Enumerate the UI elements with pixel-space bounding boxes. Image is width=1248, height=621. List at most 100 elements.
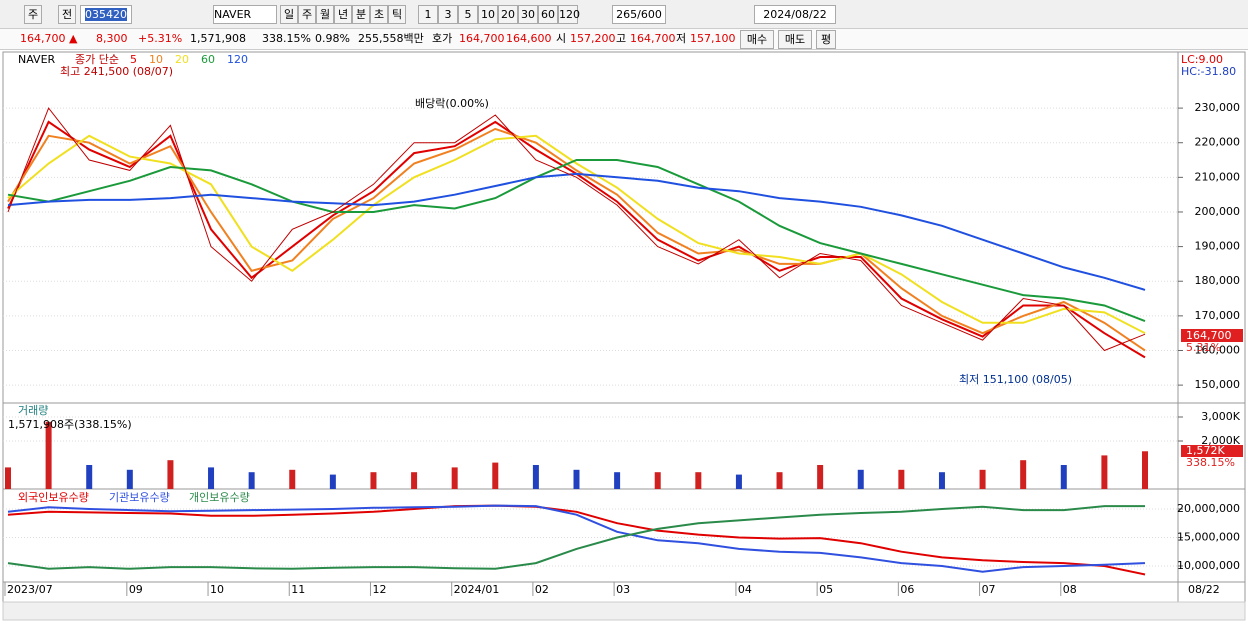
series-line <box>7 127 1146 352</box>
volume-bar <box>126 469 133 489</box>
volume-bar <box>1142 451 1148 489</box>
toolbar-button[interactable]: 틱 <box>388 5 406 24</box>
volume-bar <box>492 462 499 489</box>
eval[interactable]: 평 <box>816 30 836 49</box>
volume-bar <box>451 467 458 489</box>
x-last-label: 08/22 <box>1188 583 1220 596</box>
toolbar-button[interactable]: 5 <box>458 5 478 24</box>
price-tag <box>1181 329 1243 342</box>
bid: 164,600 <box>506 32 552 45</box>
series-line <box>7 107 1146 352</box>
toolbar-button[interactable]: 60 <box>538 5 558 24</box>
date[interactable]: 2024/08/22 <box>754 5 836 24</box>
toolbar-button[interactable]: 초 <box>370 5 388 24</box>
code-input[interactable]: 035420 <box>80 5 132 24</box>
price: 164,700 ▲ <box>20 32 78 45</box>
turnover: 0.98% <box>315 32 350 45</box>
quote-bar: 164,700 ▲ 8,300 +5.31% 1,571,908 338.15%… <box>0 29 1248 50</box>
prev[interactable]: 전 <box>58 5 76 24</box>
x-tick-label: 2023/07 <box>7 583 53 596</box>
volume-bar <box>1020 460 1027 489</box>
y-tick-label: 160,000 <box>1195 343 1241 356</box>
toolbar-button[interactable]: 30 <box>518 5 538 24</box>
x-tick-label: 07 <box>982 583 996 596</box>
low: 157,100 <box>690 32 736 45</box>
hc: HC:-31.80 <box>1181 65 1236 78</box>
x-tick-label: 12 <box>372 583 386 596</box>
name[interactable]: NAVER <box>213 5 277 24</box>
lc: LC:9.00 <box>1181 53 1223 66</box>
volume-bar <box>289 469 296 489</box>
change: 8,300 <box>96 32 128 45</box>
high: 164,700 <box>630 32 676 45</box>
legend-entry: 개인보유수량 <box>189 491 250 504</box>
chart-title: NAVER <box>18 53 56 66</box>
volume-bar <box>329 474 336 489</box>
volume-bar <box>979 469 986 489</box>
count-max: /600 <box>637 8 662 21</box>
low-label: 저 <box>676 32 687 45</box>
volume-bar <box>1060 465 1067 489</box>
y-tick-label: 210,000 <box>1195 170 1241 183</box>
y-tick-label: 190,000 <box>1195 240 1241 253</box>
annotation-low: 최저 151,100 (08/05) <box>959 373 1072 386</box>
volume-bar <box>411 472 418 489</box>
volume-rate: 338.15% <box>262 32 311 45</box>
volume-bar <box>898 469 905 489</box>
buy[interactable]: 매수 <box>740 30 774 49</box>
open: 157,200 <box>570 32 616 45</box>
last-price: 164,700 <box>1186 329 1232 342</box>
toolbar-button[interactable]: 1 <box>418 5 438 24</box>
toolbar-button[interactable]: 20 <box>498 5 518 24</box>
volume-last: 1,572K <box>1186 444 1225 457</box>
x-tick-label: 2024/01 <box>454 583 500 596</box>
scrollbar[interactable] <box>2 601 1246 621</box>
y-tick-label: 230,000 <box>1195 101 1241 114</box>
volume-bar <box>857 469 864 489</box>
y-tick-label: 220,000 <box>1195 136 1241 149</box>
toolbar-button[interactable]: 일 <box>280 5 298 24</box>
volume-bar <box>208 467 215 489</box>
volume-bar <box>45 421 52 489</box>
toolbar-button[interactable]: 분 <box>352 5 370 24</box>
x-tick-label: 09 <box>129 583 143 596</box>
series-line <box>7 120 1146 359</box>
y-tick-label: 2,000K <box>1201 434 1240 447</box>
market[interactable]: 주 <box>24 5 42 24</box>
sell[interactable]: 매도 <box>778 30 812 49</box>
toolbar-button[interactable]: 3 <box>438 5 458 24</box>
toolbar-button[interactable]: 년 <box>334 5 352 24</box>
series-line <box>7 134 1146 335</box>
chart: 150,000 160,000 170,000 180,000 190,000 200,0… <box>2 51 1246 621</box>
y-tick-label: 10,000,000 <box>1177 559 1240 572</box>
legend-entry: 기관보유수량 <box>109 491 170 504</box>
volume-bar <box>938 472 945 489</box>
volume-tag <box>1181 445 1243 457</box>
volume-bar <box>532 465 539 489</box>
annotation-dividend: 배당락(0.00%) <box>415 97 489 110</box>
x-tick-label: 03 <box>616 583 630 596</box>
toolbar-button[interactable]: 월 <box>316 5 334 24</box>
volume-bar <box>248 472 255 489</box>
frame <box>2 51 1246 603</box>
x-tick-label: 06 <box>900 583 914 596</box>
y-tick-label: 170,000 <box>1195 309 1241 322</box>
open-label: 시 <box>556 32 567 45</box>
legend-entry: 10 <box>149 53 163 66</box>
legend-entry: 20 <box>175 53 189 66</box>
volume-bar <box>573 469 580 489</box>
toolbar-button[interactable]: 주 <box>298 5 316 24</box>
volume-title: 거래량 <box>18 404 48 417</box>
volume-last-rate: 338.15% <box>1186 456 1235 469</box>
count-box[interactable]: 265/600 <box>612 5 666 24</box>
x-tick-label: 05 <box>819 583 833 596</box>
code: 035420 <box>85 8 127 21</box>
legend-entry: 120 <box>227 53 248 66</box>
ask: 164,700 <box>459 32 505 45</box>
volume-bar <box>167 460 174 489</box>
toolbar-button[interactable]: 10 <box>478 5 498 24</box>
toolbar-button[interactable]: 120 <box>558 5 580 24</box>
bid-label: 호가 <box>432 32 453 45</box>
y-tick-label: 3,000K <box>1201 410 1240 423</box>
